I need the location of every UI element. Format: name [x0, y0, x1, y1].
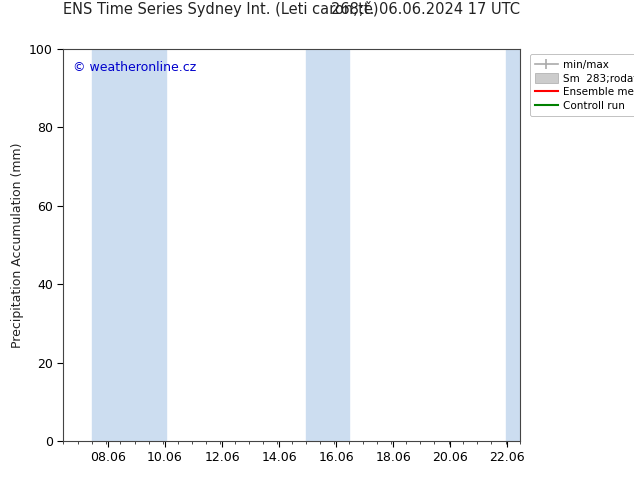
Bar	[306, 49, 349, 441]
Legend: min/max, Sm  283;rodatn acute; odchylka, Ensemble mean run, Controll run: min/max, Sm 283;rodatn acute; odchylka, …	[529, 54, 634, 117]
Y-axis label: Precipitation Accumulation (mm): Precipitation Accumulation (mm)	[11, 142, 23, 348]
Bar	[92, 49, 166, 441]
Bar	[506, 49, 520, 441]
Text: 268;t. 06.06.2024 17 UTC: 268;t. 06.06.2024 17 UTC	[331, 2, 520, 17]
Text: © weatheronline.cz: © weatheronline.cz	[72, 61, 196, 74]
Text: ENS Time Series Sydney Int. (Leti caron;tě): ENS Time Series Sydney Int. (Leti caron;…	[63, 1, 379, 17]
